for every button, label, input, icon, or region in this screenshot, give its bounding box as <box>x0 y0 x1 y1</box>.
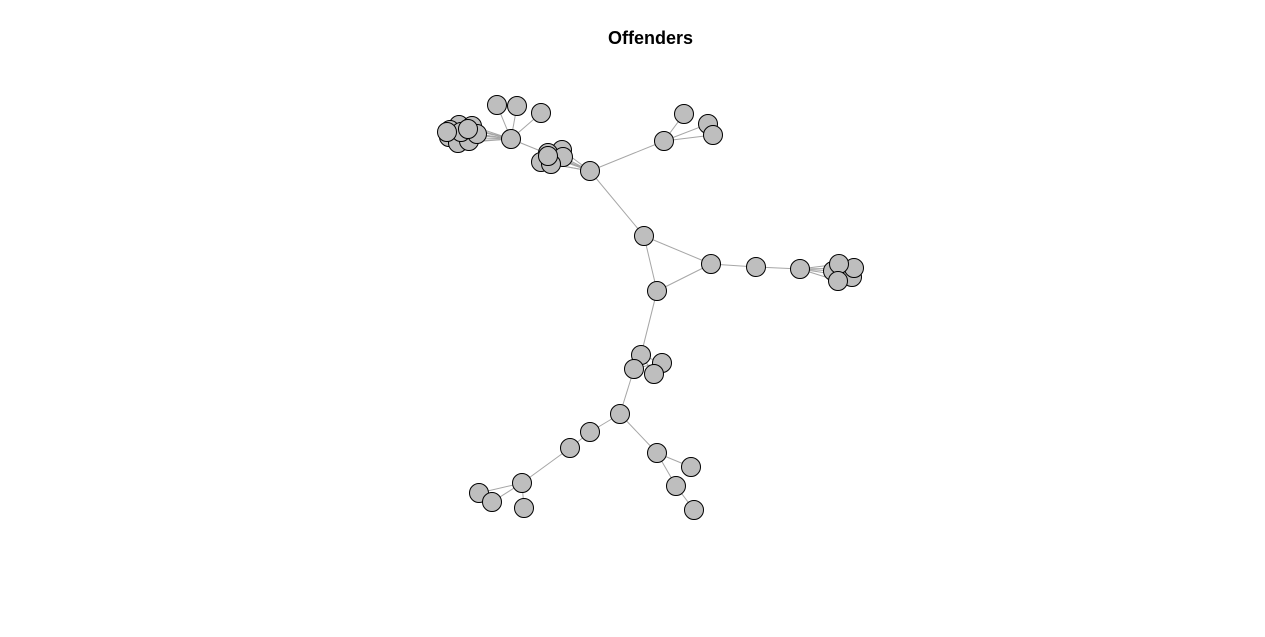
network-node <box>703 125 723 145</box>
network-node <box>437 122 457 142</box>
network-node <box>701 254 721 274</box>
network-node <box>538 146 558 166</box>
network-node <box>674 104 694 124</box>
network-node <box>634 226 654 246</box>
network-node <box>507 96 527 116</box>
network-node <box>828 271 848 291</box>
network-node <box>512 473 532 493</box>
network-node <box>829 254 849 274</box>
network-node <box>514 498 534 518</box>
network-node <box>681 457 701 477</box>
network-edge <box>656 263 712 292</box>
network-node <box>790 259 810 279</box>
network-edge <box>589 170 645 237</box>
network-node <box>746 257 766 277</box>
plot-title: Offenders <box>607 28 694 48</box>
network-edge <box>640 290 658 356</box>
network-node <box>647 281 667 301</box>
network-node <box>482 492 502 512</box>
network-node <box>684 500 704 520</box>
network-node <box>647 443 667 463</box>
network-node <box>580 161 600 181</box>
network-node <box>560 438 580 458</box>
network-node <box>580 422 600 442</box>
network-node <box>666 476 686 496</box>
network-node <box>644 364 664 384</box>
network-edge <box>589 140 665 172</box>
network-node <box>487 95 507 115</box>
network-node <box>654 131 674 151</box>
network-node <box>624 359 644 379</box>
network-node <box>458 119 478 139</box>
network-node <box>501 129 521 149</box>
network-edge <box>643 235 712 265</box>
network-node <box>610 404 630 424</box>
network-node <box>531 103 551 123</box>
